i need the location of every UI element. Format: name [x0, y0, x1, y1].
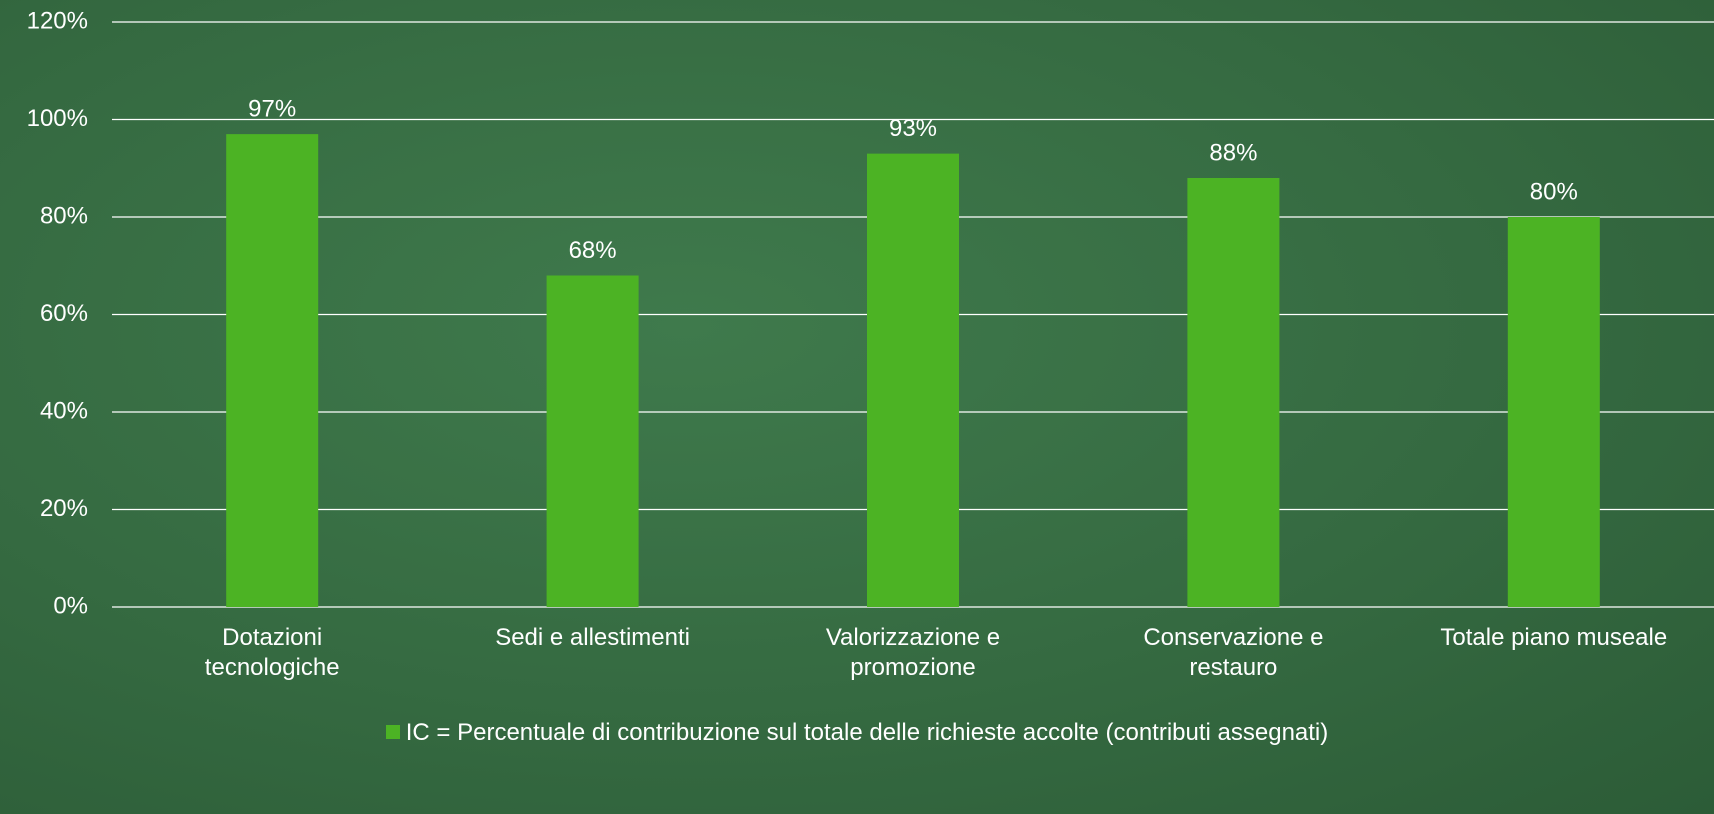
y-tick-label: 40% [40, 397, 88, 424]
legend: IC = Percentuale di contribuzione sul to… [0, 718, 1714, 748]
y-tick-label: 60% [40, 300, 88, 327]
x-tick-label: Valorizzazione e promozione [825, 624, 1001, 681]
data-label: 88% [1209, 139, 1257, 166]
bar [226, 134, 319, 607]
legend-swatch [385, 725, 400, 739]
y-tick-label: 20% [40, 495, 88, 522]
data-label: 68% [569, 237, 617, 264]
x-tick-label: Totale piano museale [1440, 624, 1668, 651]
y-tick-label: 80% [40, 202, 88, 229]
bar [1507, 217, 1600, 607]
legend-label: IC = Percentuale di contribuzione sul to… [405, 719, 1329, 746]
y-tick-label: 120% [27, 7, 88, 34]
bar [546, 275, 639, 607]
data-label: 97% [248, 95, 296, 122]
x-tick-label: Dotazioni tecnologiche [204, 624, 340, 681]
data-label: 93% [889, 115, 937, 142]
data-label: 80% [1530, 178, 1578, 205]
y-tick-label: 100% [27, 105, 88, 132]
x-tick-label: Conservazione e restauro [1143, 624, 1324, 681]
y-tick-label: 0% [53, 592, 88, 619]
x-tick-label: Sedi e allestimenti [495, 624, 690, 651]
bar [867, 153, 959, 607]
bar [1187, 178, 1280, 607]
